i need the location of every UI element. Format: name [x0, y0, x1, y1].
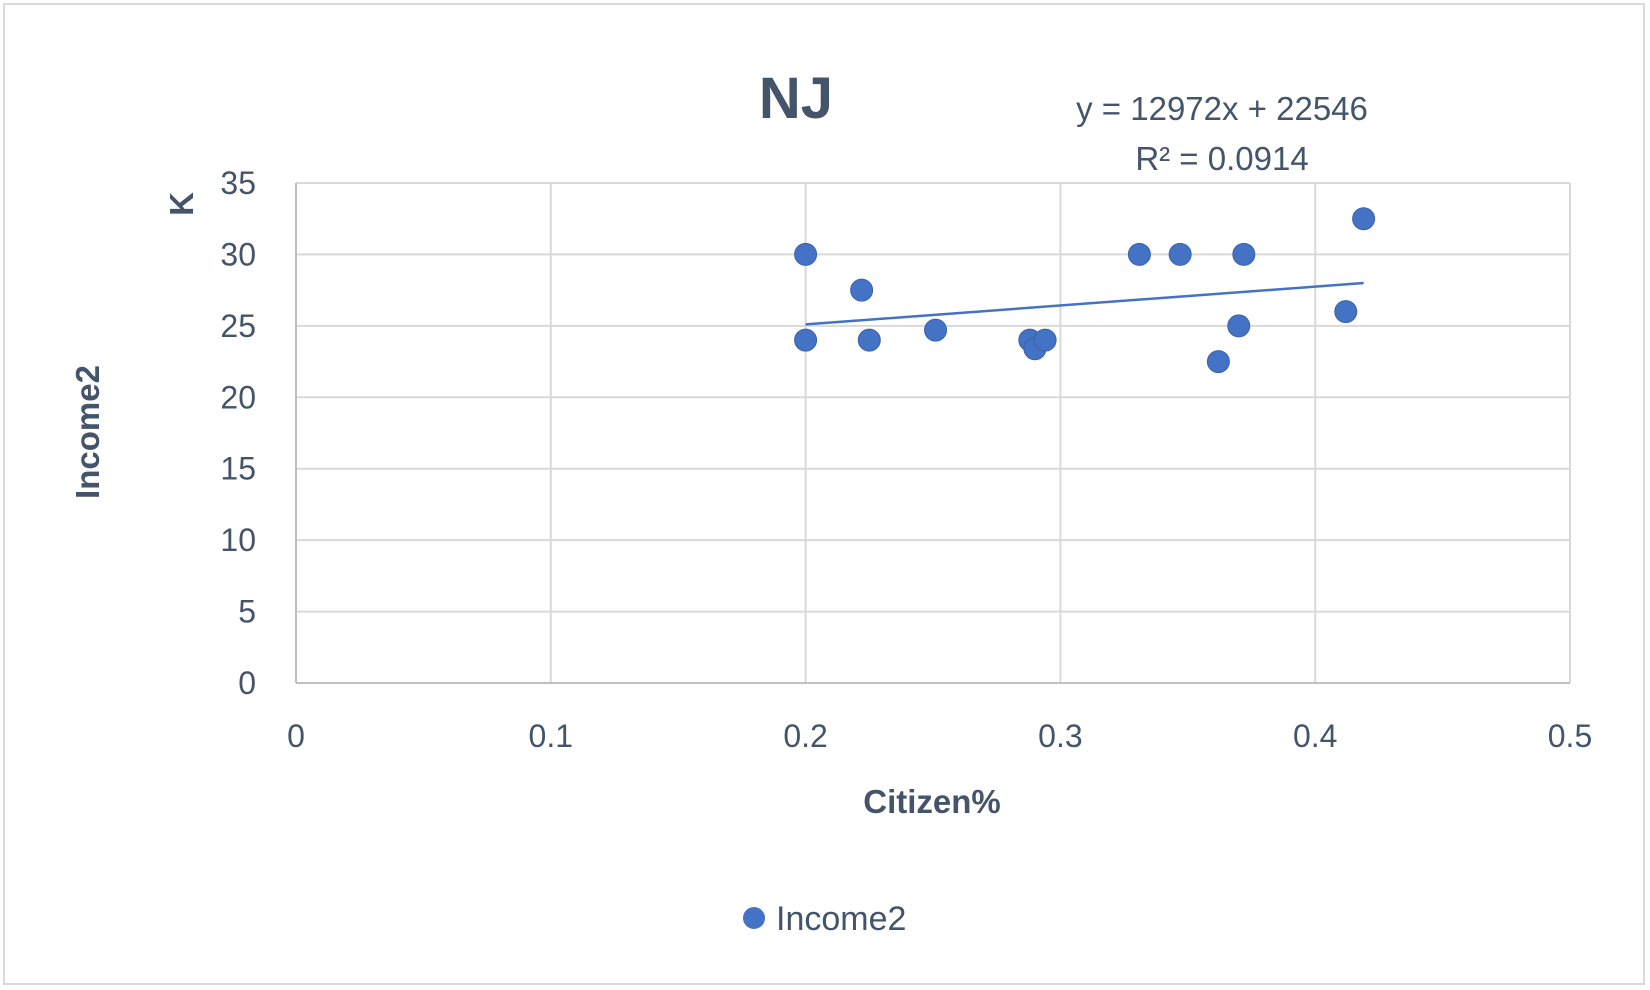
y-tick-label: 20 [220, 379, 256, 415]
grid [296, 182, 1571, 683]
x-tick-labels: 0 0.1 0.2 0.3 0.4 0.5 [287, 718, 1592, 754]
y-tick-label: 5 [238, 594, 256, 630]
data-point [1206, 350, 1230, 374]
y-axis-title: Income2 [69, 365, 106, 499]
data-point [1227, 314, 1251, 338]
data-point [1352, 207, 1376, 231]
x-tick-label: 0 [287, 718, 305, 754]
trendline-r-squared: R² = 0.0914 [1135, 140, 1308, 177]
trendline-equation: y = 12972x + 22546 [1076, 90, 1368, 127]
x-tick-label: 0.2 [783, 718, 827, 754]
x-tick-label: 0.3 [1038, 718, 1082, 754]
y-axis-unit: K [163, 192, 200, 216]
data-point [1334, 300, 1358, 324]
data-point [1033, 328, 1057, 352]
legend-marker [743, 907, 765, 929]
y-tick-label: 10 [220, 522, 256, 558]
y-tick-label: 35 [220, 165, 256, 201]
x-axis-title: Citizen% [863, 783, 1001, 820]
data-point [794, 328, 818, 352]
data-point [857, 328, 881, 352]
chart-frame [3, 3, 1645, 985]
axes [295, 183, 1570, 684]
legend: Income2 [743, 900, 906, 938]
trendline [805, 281, 1364, 326]
y-tick-label: 25 [220, 308, 256, 344]
y-tick-label: 30 [220, 236, 256, 272]
chart-title: NJ [759, 66, 833, 131]
x-tick-label: 0.5 [1548, 718, 1592, 754]
data-point [850, 278, 874, 302]
data-point [1127, 242, 1151, 266]
x-tick-label: 0.1 [529, 718, 573, 754]
data-point [794, 242, 818, 266]
trendline-layer [805, 281, 1364, 326]
data-point [1232, 242, 1256, 266]
x-tick-label: 0.4 [1293, 718, 1337, 754]
data-point [1168, 242, 1192, 266]
y-tick-label: 15 [220, 451, 256, 487]
y-tick-labels: 0 5 10 15 20 25 30 35 [220, 165, 256, 701]
y-tick-label: 0 [238, 665, 256, 701]
data-point [924, 318, 948, 342]
legend-label: Income2 [776, 900, 906, 938]
data-points [794, 207, 1376, 374]
